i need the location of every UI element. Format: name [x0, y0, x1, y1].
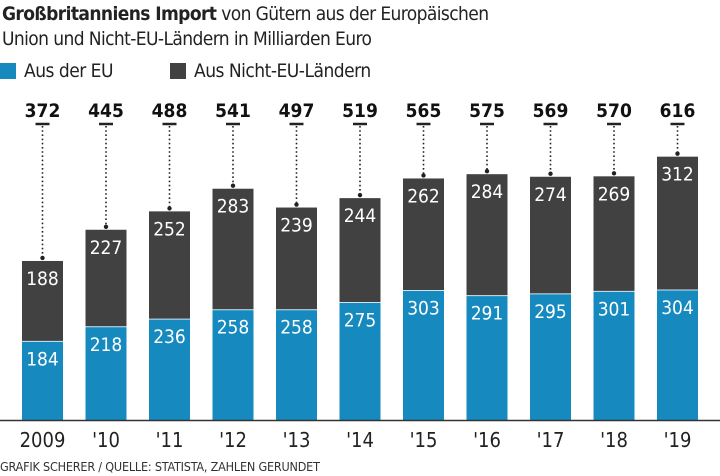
bar-non-eu	[212, 188, 254, 310]
total-label: 519	[342, 100, 378, 122]
value-label-non-eu: 269	[598, 183, 631, 205]
total-label: 575	[469, 100, 505, 122]
bar-non-eu	[22, 260, 63, 342]
legend-label-non-eu: Aus Nicht-EU-Ländern	[194, 60, 371, 82]
value-label-non-eu: 274	[534, 184, 567, 206]
legend-swatch-non-eu	[170, 63, 186, 79]
value-label-non-eu: 284	[471, 181, 504, 203]
bar-eu	[339, 302, 381, 420]
legend-label-eu: Aus der EU	[24, 60, 114, 82]
bar-non-eu	[593, 176, 635, 292]
legend-item-eu: Aus der EU	[0, 60, 114, 82]
x-tick-label: 2009	[20, 428, 66, 452]
total-label: 569	[533, 100, 569, 122]
value-label-eu: 303	[407, 297, 440, 319]
bar-eu	[276, 309, 317, 420]
total-label: 445	[88, 100, 124, 122]
value-label-non-eu: 227	[90, 237, 123, 259]
leader-dot	[675, 151, 680, 156]
bar-eu	[149, 319, 190, 420]
leader-dot	[294, 202, 299, 207]
total-label: 541	[215, 100, 251, 122]
x-tick-label: '12	[219, 428, 247, 452]
value-label-eu: 301	[598, 298, 631, 320]
x-tick-label: '16	[473, 428, 501, 452]
x-tick-label: '11	[156, 428, 184, 452]
x-tick-label: '13	[283, 428, 311, 452]
leader-dot	[484, 168, 490, 174]
chart-title: Großbritanniens Import von Gütern aus de…	[2, 2, 489, 52]
value-label-non-eu: 283	[217, 196, 250, 218]
bar-non-eu	[276, 207, 317, 310]
value-label-eu: 258	[217, 317, 250, 339]
value-label-eu: 304	[661, 297, 694, 319]
bar-eu	[530, 293, 571, 420]
total-label: 497	[279, 100, 315, 122]
bar-eu	[212, 309, 254, 420]
title-line2: Union und Nicht-EU-Ländern in Milliarden…	[2, 28, 372, 50]
bar-non-eu	[85, 229, 127, 327]
source-note: GRAFIK SCHERER / QUELLE: STATISTA, ZAHLE…	[0, 459, 320, 474]
bar-eu	[85, 326, 127, 420]
x-tick-label: '15	[410, 428, 438, 452]
bar-non-eu	[657, 156, 698, 291]
bar-non-eu	[339, 198, 381, 303]
value-label-non-eu: 244	[344, 205, 377, 227]
title-rest: von Gütern aus der Europäischen	[216, 3, 489, 25]
x-tick-label: '18	[600, 428, 628, 452]
leader-dot	[40, 255, 45, 261]
total-label: 488	[152, 100, 188, 122]
bar-eu	[593, 291, 635, 420]
value-label-eu: 275	[344, 309, 377, 331]
x-tick-label: '10	[92, 428, 120, 452]
leader-dot	[421, 173, 426, 178]
value-label-eu: 218	[90, 334, 123, 356]
total-label: 616	[660, 100, 696, 122]
x-tick-label: '17	[537, 428, 565, 452]
leader-dot	[548, 171, 553, 176]
bar-eu	[403, 290, 444, 420]
bar-non-eu	[149, 211, 190, 320]
value-label-eu: 291	[471, 303, 504, 325]
value-label-non-eu: 239	[280, 215, 313, 237]
bar-eu	[22, 341, 63, 420]
value-label-eu: 236	[153, 326, 186, 348]
bar-non-eu	[530, 176, 571, 294]
total-label: 565	[406, 100, 442, 122]
leader-dot	[230, 183, 236, 188]
legend-swatch-eu	[0, 63, 16, 79]
value-label-eu: 295	[534, 301, 567, 323]
bar-non-eu	[466, 174, 508, 296]
x-tick-label: '14	[346, 428, 374, 452]
leader-dot	[357, 192, 363, 198]
title-bold: Großbritanniens Import	[2, 3, 217, 25]
bar-eu	[466, 295, 508, 420]
value-label-non-eu: 312	[661, 164, 694, 186]
x-tick-label: '19	[664, 428, 692, 452]
value-label-non-eu: 262	[407, 185, 440, 207]
value-label-non-eu: 188	[26, 268, 59, 290]
value-label-eu: 258	[280, 317, 313, 339]
bar-eu	[657, 290, 698, 420]
total-label: 372	[25, 100, 61, 122]
legend-item-non-eu: Aus Nicht-EU-Ländern	[170, 60, 371, 82]
total-label: 570	[596, 100, 632, 122]
value-label-non-eu: 252	[153, 218, 186, 240]
leader-dot	[167, 206, 172, 211]
leader-dot	[611, 171, 617, 176]
leader-dot	[103, 224, 109, 229]
value-label-eu: 184	[26, 348, 59, 370]
bar-non-eu	[403, 178, 444, 291]
